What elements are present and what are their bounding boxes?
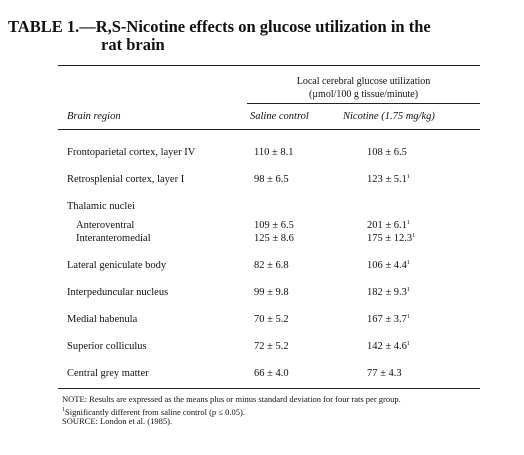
table-footnote: 1Significantly different from saline con… [62, 405, 245, 418]
brain-region-cell: Lateral geniculate body [67, 260, 167, 271]
significance-marker: 1 [406, 341, 410, 347]
saline-value-cell: 82 ± 6.8 [254, 260, 289, 271]
nicotine-value-cell: 175 ± 12.31 [367, 233, 457, 244]
table-row: Superior colliculus 72 ± 5.2 142 ± 4.61 [0, 341, 524, 354]
significance-marker: 1 [406, 174, 410, 180]
nicotine-value: 142 ± 4.6 [367, 341, 407, 352]
group-header-rule [247, 103, 480, 104]
saline-value-cell: 72 ± 5.2 [254, 341, 289, 352]
footnote-marker: 1 [62, 407, 65, 413]
table-title-line-1: TABLE 1.—R,S-Nicotine effects on glucose… [8, 17, 431, 36]
brain-region-cell: Central grey matter [67, 368, 149, 379]
column-group-units: (µmol/100 g tissue/minute) [308, 89, 419, 100]
significance-marker: 1 [406, 260, 410, 266]
table-note: NOTE: Results are expressed as the means… [62, 394, 401, 404]
column-group-header: Local cerebral glucose utilization (µmol… [247, 75, 480, 101]
saline-value-cell: 70 ± 5.2 [254, 314, 289, 325]
table-row: Lateral geniculate body 82 ± 6.8 106 ± 4.4… [0, 260, 524, 273]
significance-marker: 1 [406, 314, 410, 320]
table-row: Interpeduncular nucleus 99 ± 9.8 182 ± 9.3… [0, 287, 524, 300]
nicotine-value-cell: 108 ± 6.5 [367, 147, 457, 158]
nicotine-value-cell: 167 ± 3.71 [367, 314, 457, 325]
saline-value-cell: 109 ± 6.5 [254, 220, 294, 231]
nicotine-value-cell: 106 ± 4.41 [367, 260, 457, 271]
nicotine-value: 123 ± 5.1 [367, 174, 407, 185]
table-title: TABLE 1.—R,S-Nicotine effects on glucose… [8, 18, 516, 54]
column-group-title: Local cerebral glucose utilization [296, 76, 431, 87]
header-saline-control: Saline control [250, 111, 309, 122]
nicotine-value-cell: 77 ± 4.3 [367, 368, 457, 379]
nicotine-value-cell: 182 ± 9.31 [367, 287, 457, 298]
table-row: Central grey matter 66 ± 4.0 77 ± 4.3 [0, 368, 524, 381]
saline-value-cell: 66 ± 4.0 [254, 368, 289, 379]
brain-region-cell: Superior colliculus [67, 341, 147, 352]
table-row: Frontoparietal cortex, layer IV 110 ± 8.1… [0, 147, 524, 160]
brain-region-cell: Frontoparietal cortex, layer IV [67, 147, 196, 158]
nicotine-value: 201 ± 6.1 [367, 220, 407, 231]
header-nicotine: Nicotine (1.75 mg/kg) [343, 111, 435, 122]
saline-value-cell: 125 ± 8.6 [254, 233, 294, 244]
top-rule [58, 65, 480, 66]
nicotine-value-cell: 201 ± 6.11 [367, 220, 457, 231]
saline-value-cell: 98 ± 6.5 [254, 174, 289, 185]
footnote-text: Significantly different from saline cont… [65, 407, 245, 417]
nicotine-value: 77 ± 4.3 [367, 368, 402, 379]
brain-region-cell: Interpeduncular nucleus [67, 287, 169, 298]
table-row: Retrosplenial cortex, layer I 98 ± 6.5 123… [0, 174, 524, 187]
significance-marker: 1 [406, 220, 410, 226]
bottom-rule [58, 388, 480, 389]
nicotine-value: 108 ± 6.5 [367, 147, 407, 158]
table-row: Anteroventral 109 ± 6.5 201 ± 6.11 [0, 220, 524, 233]
nicotine-value: 182 ± 9.3 [367, 287, 407, 298]
nicotine-value: 167 ± 3.7 [367, 314, 407, 325]
nicotine-value: 175 ± 12.3 [367, 233, 413, 244]
header-rule [58, 129, 480, 130]
table-title-line-2: rat brain [101, 35, 165, 54]
table-row: Interanteromedial 125 ± 8.6 175 ± 12.31 [0, 233, 524, 246]
brain-region-cell: Interanteromedial [76, 233, 151, 244]
table-row: Thalamic nuclei [0, 201, 524, 214]
table-row: Medial habenula 70 ± 5.2 167 ± 3.71 [0, 314, 524, 327]
brain-region-cell: Retrosplenial cortex, layer I [67, 174, 185, 185]
brain-region-cell: Anteroventral [76, 220, 135, 231]
saline-value-cell: 99 ± 9.8 [254, 287, 289, 298]
nicotine-value: 106 ± 4.4 [367, 260, 407, 271]
nicotine-value-cell: 123 ± 5.11 [367, 174, 457, 185]
table-source: SOURCE: London et al. (1985). [62, 416, 173, 426]
nicotine-value-cell: 142 ± 4.61 [367, 341, 457, 352]
saline-value-cell: 110 ± 8.1 [254, 147, 294, 158]
significance-marker: 1 [412, 233, 416, 239]
brain-region-cell: Medial habenula [67, 314, 138, 325]
header-brain-region: Brain region [67, 111, 121, 122]
significance-marker: 1 [406, 287, 410, 293]
brain-region-cell: Thalamic nuclei [67, 201, 135, 212]
